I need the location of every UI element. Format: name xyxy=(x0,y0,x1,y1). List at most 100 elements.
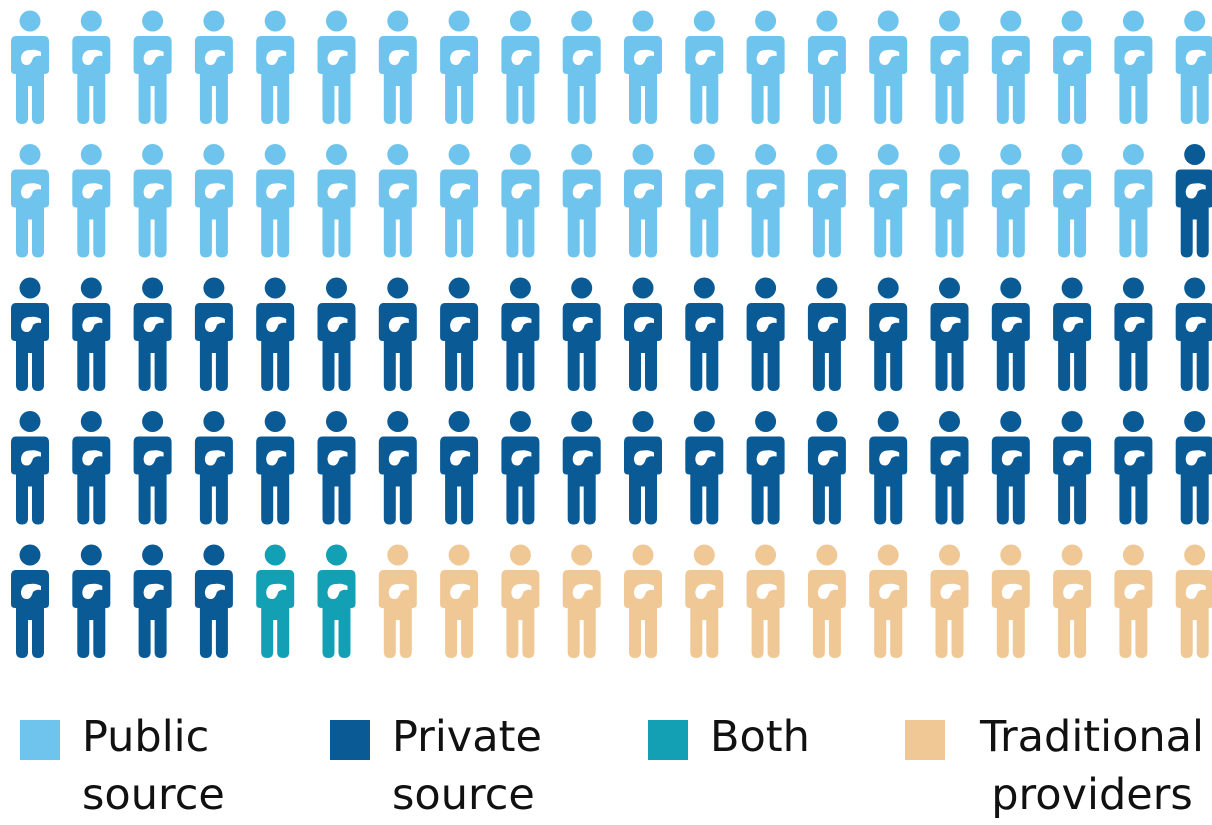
legend-label: Traditional providers xyxy=(980,712,1204,820)
icon-baby xyxy=(143,183,164,199)
person-icon xyxy=(562,544,601,658)
person-icon xyxy=(11,277,49,391)
icon-head xyxy=(1000,10,1022,32)
icon-baby xyxy=(879,49,900,65)
person-icon xyxy=(562,411,601,525)
icon-baby xyxy=(879,450,900,466)
icon-head xyxy=(203,411,225,432)
icon-baby xyxy=(327,316,348,332)
person-icon xyxy=(624,411,662,525)
icon-baby xyxy=(1001,583,1022,599)
icon-head xyxy=(877,277,899,299)
person-icon xyxy=(685,544,724,658)
icon-body xyxy=(1053,303,1092,391)
icon-body xyxy=(501,303,540,391)
person-icon xyxy=(378,10,417,124)
icon-baby xyxy=(1124,316,1145,332)
legend-swatch xyxy=(905,720,945,760)
person-icon xyxy=(746,544,785,658)
icon-body xyxy=(746,570,785,658)
icon-head xyxy=(387,144,409,165)
icon-head xyxy=(755,10,777,32)
person-icon xyxy=(1175,10,1212,124)
icon-baby xyxy=(817,450,838,466)
icon-body xyxy=(807,436,846,525)
icon-baby xyxy=(940,450,961,466)
icon-head xyxy=(142,544,164,566)
icon-body xyxy=(317,436,356,525)
icon-baby xyxy=(266,183,287,199)
person-icon xyxy=(72,10,111,124)
person-icon xyxy=(746,411,785,525)
icon-head xyxy=(387,277,409,299)
person-icon xyxy=(930,411,969,525)
icon-baby xyxy=(82,316,103,332)
icon-body xyxy=(72,169,111,258)
icon-body xyxy=(133,303,172,391)
person-icon xyxy=(685,277,724,391)
icon-body xyxy=(72,436,111,525)
legend-label: Public source xyxy=(82,712,225,820)
person-icon xyxy=(869,411,908,525)
person-icon xyxy=(378,411,417,525)
person-icon xyxy=(256,10,295,124)
person-icon xyxy=(562,10,601,124)
person-icon xyxy=(991,277,1030,391)
person-icon xyxy=(869,10,908,124)
icon-baby xyxy=(388,183,409,199)
icon-head xyxy=(19,144,41,165)
icon-baby xyxy=(1001,183,1022,199)
icon-body xyxy=(256,36,295,124)
person-icon xyxy=(1175,411,1212,525)
person-icon xyxy=(1114,544,1153,658)
icon-baby xyxy=(450,316,471,332)
icon-baby xyxy=(817,49,838,65)
icon-body xyxy=(869,36,908,124)
icon-head xyxy=(755,411,777,432)
person-icon xyxy=(133,144,172,258)
icon-baby xyxy=(511,49,532,65)
icon-head xyxy=(1122,544,1144,566)
person-icon xyxy=(1053,411,1092,525)
icon-head xyxy=(509,544,531,566)
person-icon xyxy=(869,544,908,658)
icon-head xyxy=(448,411,470,432)
icon-baby xyxy=(266,450,287,466)
icon-head xyxy=(264,144,286,165)
person-icon xyxy=(11,10,49,124)
person-icon xyxy=(1114,10,1153,124)
person-icon xyxy=(378,544,417,658)
icon-body xyxy=(256,436,295,525)
icon-body xyxy=(869,303,908,391)
icon-baby xyxy=(634,450,654,466)
icon-body xyxy=(440,303,479,391)
person-icon xyxy=(562,277,601,391)
icon-baby xyxy=(1063,316,1084,332)
person-icon xyxy=(194,411,233,525)
icon-body xyxy=(133,169,172,258)
icon-body xyxy=(1114,169,1153,258)
icon-body xyxy=(685,436,724,525)
icon-head xyxy=(509,10,531,32)
icon-head xyxy=(326,277,347,299)
icon-body xyxy=(807,169,846,258)
icon-baby xyxy=(1001,316,1022,332)
legend-swatch xyxy=(20,720,60,760)
icon-body xyxy=(501,570,540,658)
icon-head xyxy=(203,10,225,32)
icon-body xyxy=(1053,570,1092,658)
person-icon xyxy=(685,10,724,124)
person-icon xyxy=(501,10,540,124)
icon-baby xyxy=(940,316,961,332)
icon-body xyxy=(685,570,724,658)
person-icon xyxy=(501,411,540,525)
icon-head xyxy=(1000,277,1022,299)
icon-head xyxy=(326,10,347,32)
person-icon xyxy=(746,144,785,258)
icon-baby xyxy=(940,583,961,599)
icon-body xyxy=(256,303,295,391)
icon-head xyxy=(1122,144,1144,165)
icon-body xyxy=(991,36,1030,124)
icon-body xyxy=(440,169,479,258)
person-icon xyxy=(685,411,724,525)
